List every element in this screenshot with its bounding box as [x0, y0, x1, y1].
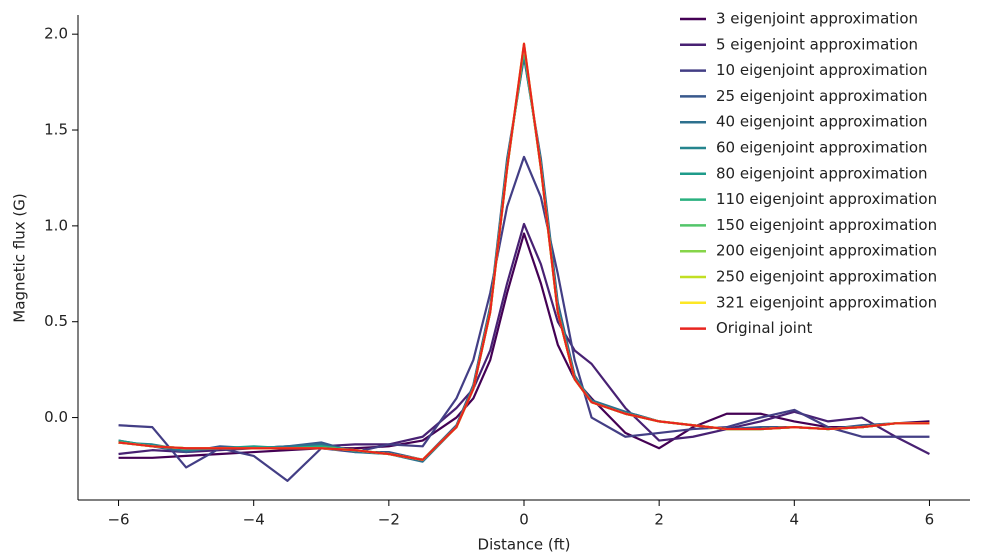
y-tick-label: 1.5 — [44, 121, 68, 139]
legend-label: 80 eigenjoint approximation — [716, 164, 928, 182]
x-tick-label: 4 — [790, 511, 800, 529]
legend-label: 150 eigenjoint approximation — [716, 216, 937, 234]
legend-label: 250 eigenjoint approximation — [716, 268, 937, 286]
legend-label: 25 eigenjoint approximation — [716, 87, 928, 105]
legend-label: Original joint — [716, 319, 812, 337]
y-tick-label: 0.0 — [44, 408, 68, 426]
x-tick-label: 2 — [654, 511, 664, 529]
legend-label: 321 eigenjoint approximation — [716, 293, 937, 311]
x-tick-label: 0 — [519, 511, 529, 529]
x-tick-label: −6 — [107, 511, 129, 529]
series-line — [118, 232, 930, 459]
legend-label: 110 eigenjoint approximation — [716, 190, 937, 208]
y-tick-label: 0.5 — [44, 312, 68, 330]
series-line — [118, 42, 930, 461]
series-line — [118, 155, 930, 482]
legend-label: 5 eigenjoint approximation — [716, 35, 918, 53]
x-tick-label: 6 — [925, 511, 935, 529]
legend-label: 3 eigenjoint approximation — [716, 10, 918, 28]
legend-label: 60 eigenjoint approximation — [716, 139, 928, 157]
legend-label: 10 eigenjoint approximation — [716, 61, 928, 79]
x-tick-label: −2 — [378, 511, 400, 529]
x-tick-label: −4 — [243, 511, 265, 529]
x-axis-label: Distance (ft) — [478, 536, 571, 554]
y-tick-label: 1.0 — [44, 216, 68, 234]
legend-label: 200 eigenjoint approximation — [716, 242, 937, 260]
legend-label: 40 eigenjoint approximation — [716, 113, 928, 131]
y-axis-label: Magnetic flux (G) — [11, 193, 29, 322]
y-tick-label: 2.0 — [44, 25, 68, 43]
